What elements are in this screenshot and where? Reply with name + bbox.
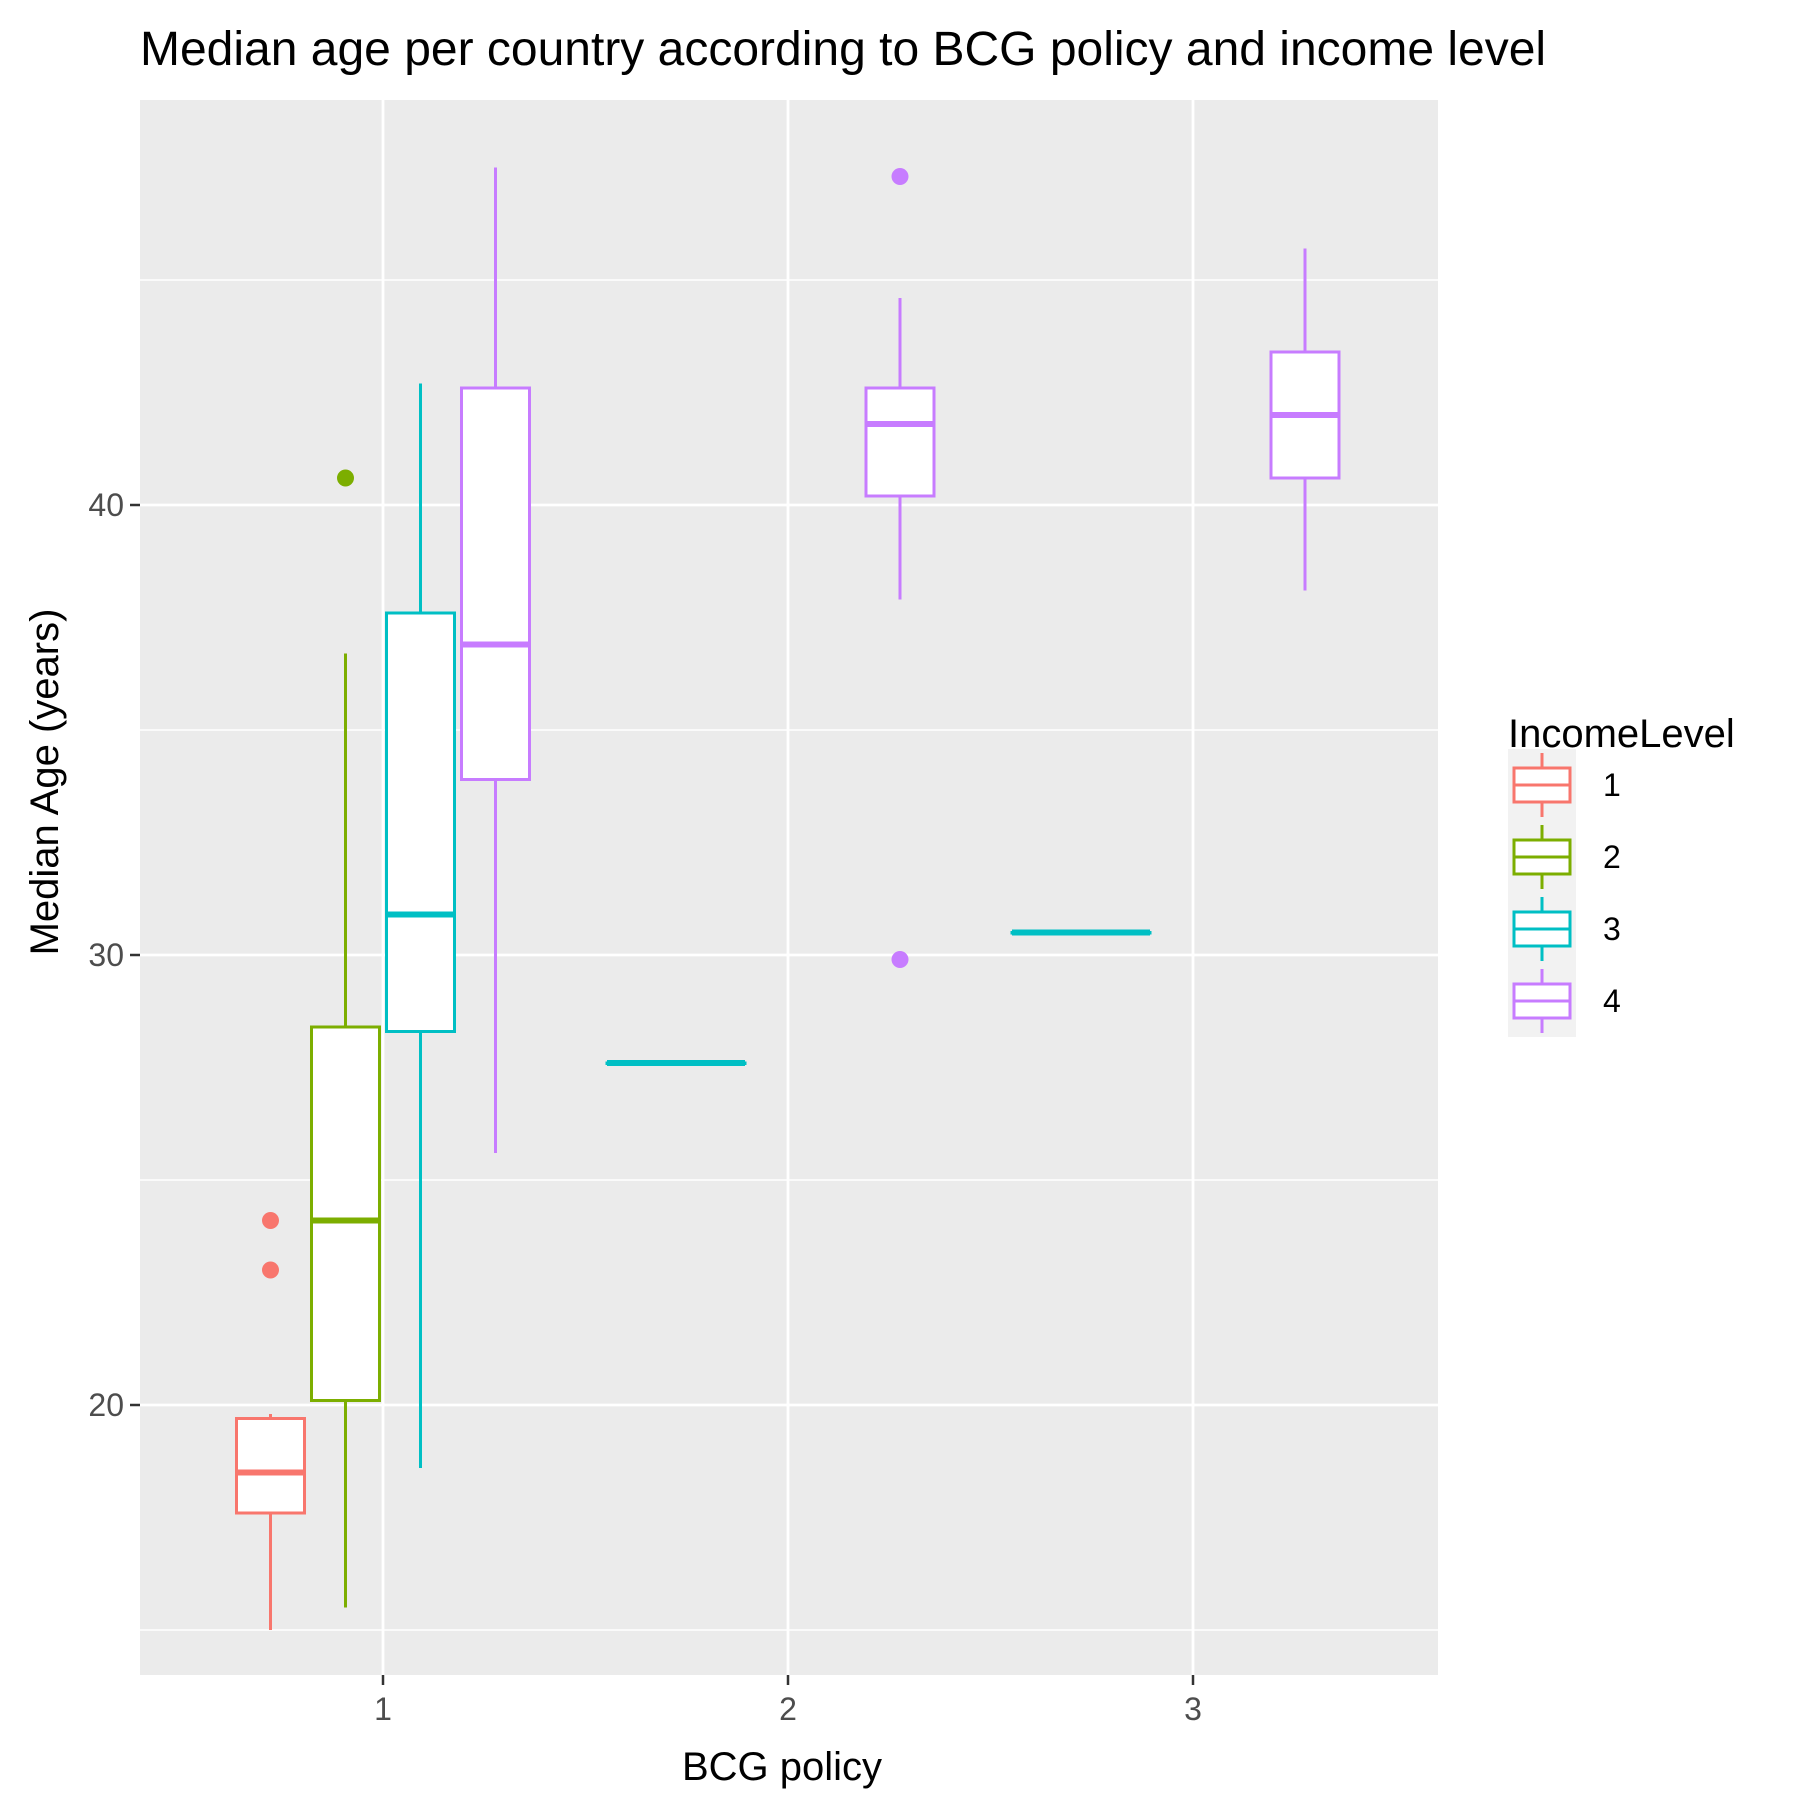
y-tick-label: 40: [88, 487, 124, 523]
axes: 20 30 40 1 2 3: [88, 487, 1201, 1727]
legend-item-3: 3: [1508, 893, 1621, 965]
legend: IncomeLevel 1 2 3 4: [1508, 712, 1735, 1037]
box-iqr: [310, 1025, 381, 1402]
legend-title: IncomeLevel: [1508, 712, 1735, 756]
chart-title: Median age per country according to BCG …: [140, 23, 1546, 76]
outlier-point: [891, 168, 909, 185]
box-3-level-4: [1269, 248, 1341, 591]
x-tick-label: 3: [1184, 1691, 1202, 1727]
legend-label: 3: [1603, 911, 1621, 947]
legend-item-2: 2: [1508, 821, 1621, 893]
boxplot-layer: [235, 167, 1341, 1630]
y-axis-title: Median Age (years): [23, 609, 67, 956]
box-1-level-3: [385, 383, 456, 1468]
x-tick-label: 2: [779, 1691, 797, 1727]
x-tick-label: 1: [374, 1691, 392, 1727]
box-1-level-1: [235, 1212, 306, 1630]
box-1-level-2: [310, 469, 381, 1608]
x-axis-title: BCG policy: [682, 1745, 882, 1789]
outlier-point: [262, 1261, 279, 1279]
box-3-level-3: [1010, 929, 1152, 936]
legend-label: 4: [1603, 983, 1621, 1019]
box-iqr: [385, 611, 456, 1033]
y-tick-label: 30: [88, 937, 124, 973]
box-iqr: [460, 386, 531, 781]
box-iqr: [864, 386, 936, 498]
outlier-point: [891, 951, 909, 968]
legend-label: 2: [1603, 839, 1621, 875]
y-tick-label: 20: [88, 1387, 124, 1423]
legend-item-1: 1: [1508, 749, 1621, 821]
plot-panel: [140, 100, 1438, 1675]
box-1-level-4: [460, 167, 531, 1153]
legend-label: 1: [1603, 767, 1621, 803]
outlier-point: [262, 1212, 279, 1229]
outlier-point: [337, 469, 354, 487]
box-2-level-3: [605, 1060, 747, 1066]
box-2-level-4: [864, 168, 936, 968]
box-iqr: [235, 1417, 306, 1515]
legend-item-4: 4: [1508, 965, 1621, 1037]
